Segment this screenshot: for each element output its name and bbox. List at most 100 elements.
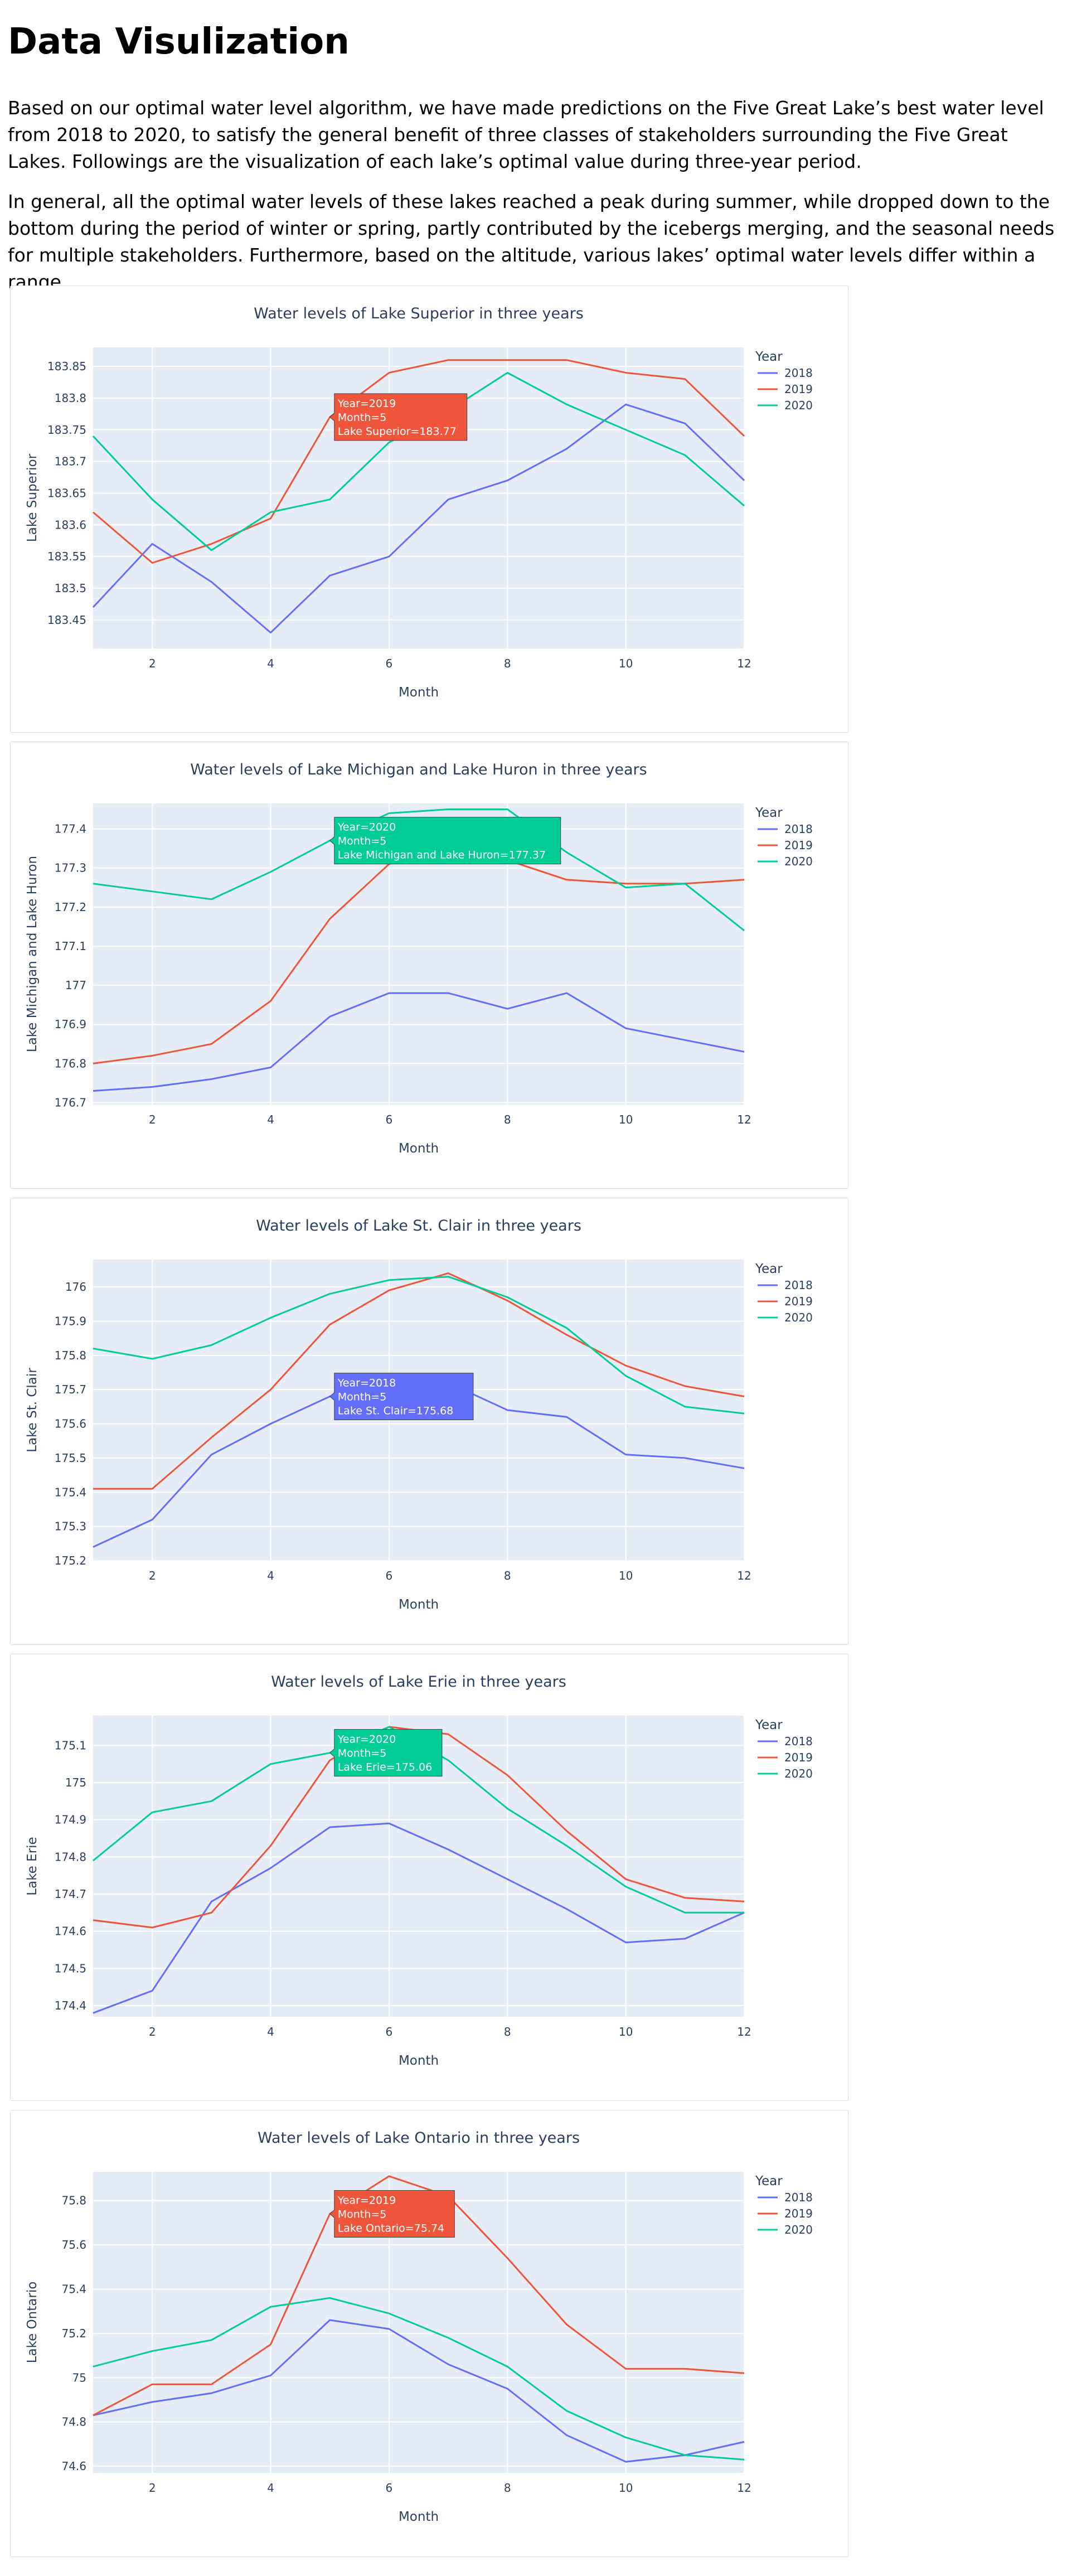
tooltip-line: Year=2018	[337, 1377, 396, 1389]
y-tick-label: 183.5	[55, 582, 86, 595]
y-tick-label: 75.8	[61, 2194, 86, 2207]
x-tick-label: 2	[149, 2025, 156, 2038]
y-tick-label: 174.4	[55, 1999, 86, 2012]
x-tick-label: 4	[267, 2025, 274, 2038]
y-tick-label: 74.8	[61, 2415, 86, 2429]
chart-title: Water levels of Lake Ontario in three ye…	[258, 2129, 580, 2147]
legend-label: 2020	[784, 1767, 813, 1780]
x-tick-label: 4	[267, 1113, 274, 1126]
x-tick-label: 2	[149, 1569, 156, 1582]
x-tick-label: 4	[267, 2481, 274, 2495]
y-tick-label: 175.5	[55, 1451, 86, 1465]
y-tick-label: 177.3	[55, 861, 86, 875]
legend-item-2019[interactable]: 2019	[758, 382, 813, 396]
x-axis-label: Month	[399, 1597, 439, 1612]
legend-label: 2018	[784, 822, 813, 836]
x-tick-label: 12	[737, 1113, 751, 1126]
y-tick-label: 176.9	[55, 1018, 86, 1031]
legend-item-2020[interactable]: 2020	[758, 1767, 813, 1780]
legend-item-2018[interactable]: 2018	[758, 366, 813, 380]
chart-lake-ontario[interactable]: 2 4 6 8 10 12 74.6 74.8 75 75.2 75.4 75.6 75.8 Water …	[10, 2110, 848, 2557]
legend-item-2019[interactable]: 2019	[758, 839, 813, 852]
chart-lake-st-clair[interactable]: 2 4 6 8 10 12 175.2 175.3 175.4 175.5 175.6 175.7 17…	[10, 1198, 848, 1645]
x-tick-label: 8	[504, 2481, 511, 2495]
legend-item-2019[interactable]: 2019	[758, 1751, 813, 1764]
x-tick-label: 6	[386, 1113, 393, 1126]
legend-label: 2019	[784, 1751, 813, 1764]
y-tick-label: 174.5	[55, 1962, 86, 1975]
chart-lake-superior[interactable]: 2 4 6 8 10 12 183.45 183.5 183.55 183.6 183.65 183.…	[10, 285, 848, 733]
legend-item-2020[interactable]: 2020	[758, 1311, 813, 1324]
legend-item-2020[interactable]: 2020	[758, 855, 813, 868]
y-tick-label: 177.4	[55, 822, 86, 836]
y-tick-label: 74.6	[61, 2459, 86, 2473]
y-tick-label: 183.65	[47, 486, 86, 500]
x-tick-label: 4	[267, 1569, 274, 1582]
chart-lake-erie[interactable]: 2 4 6 8 10 12 174.4 174.5 174.6 174.7 174.8 174.9 17…	[10, 1654, 848, 2101]
legend-title: Year	[755, 350, 783, 364]
legend-item-2019[interactable]: 2019	[758, 1295, 813, 1308]
y-tick-label: 183.75	[47, 423, 86, 437]
y-axis-label: Lake Superior	[25, 453, 40, 542]
intro-paragraph: Based on our optimal water level algorit…	[8, 97, 1044, 172]
x-tick-label: 10	[619, 657, 633, 670]
series-line-2020[interactable]	[93, 808, 745, 932]
y-tick-label: 176	[65, 1280, 86, 1294]
legend-item-2019[interactable]: 2019	[758, 2207, 813, 2220]
line-chart: 2 4 6 8 10 12 183.45 183.5 183.55 183.6 183.65 183.…	[25, 305, 813, 700]
line-chart: 2 4 6 8 10 12 175.2 175.3 175.4 175.5 175.6 175.7 17…	[25, 1217, 813, 1612]
series-line-2020[interactable]	[93, 1276, 745, 1415]
legend-item-2018[interactable]: 2018	[758, 1279, 813, 1292]
legend-item-2018[interactable]: 2018	[758, 822, 813, 836]
legend-item-2020[interactable]: 2020	[758, 399, 813, 412]
x-tick-label: 2	[149, 1113, 156, 1126]
y-axis-label: Lake Erie	[25, 1837, 40, 1895]
x-tick-label: 6	[386, 2025, 393, 2038]
legend-label: 2020	[784, 399, 813, 412]
y-tick-label: 176.7	[55, 1096, 86, 1109]
line-chart: 2 4 6 8 10 12 174.4 174.5 174.6 174.7 174.8 174.9 17…	[25, 1673, 813, 2068]
legend-title: Year	[755, 806, 783, 820]
series-line-2018[interactable]	[93, 1822, 745, 2014]
y-tick-label: 75.2	[61, 2327, 86, 2340]
y-axis-label: Lake Ontario	[25, 2282, 40, 2364]
legend-item-2020[interactable]: 2020	[758, 2223, 813, 2236]
tooltip-line: Lake Michigan and Lake Huron=177.37	[338, 849, 546, 861]
series-line-2018[interactable]	[93, 2319, 745, 2463]
y-tick-label: 183.55	[47, 550, 86, 563]
y-tick-label: 174.9	[55, 1813, 86, 1827]
y-tick-label: 177.2	[55, 900, 86, 914]
y-tick-label: 75.6	[61, 2238, 86, 2251]
x-tick-label: 12	[737, 2025, 751, 2038]
y-tick-label: 75	[72, 2371, 86, 2384]
tooltip-line: Lake Ontario=75.74	[338, 2222, 444, 2234]
legend-label: 2019	[784, 2207, 813, 2220]
y-tick-label: 174.6	[55, 1925, 86, 1938]
legend-label: 2019	[784, 1295, 813, 1308]
x-tick-label: 8	[504, 2025, 511, 2038]
y-axis-label: Lake St. Clair	[25, 1368, 40, 1452]
chart-lake-michigan-huron[interactable]: 2 4 6 8 10 12 176.7 176.8 176.9 177 177.1 177.2 177.…	[10, 742, 848, 1189]
legend-item-2018[interactable]: 2018	[758, 1735, 813, 1748]
series-line-2020[interactable]	[93, 2297, 745, 2461]
tooltip-line: Year=2020	[337, 821, 396, 834]
series-line-2019[interactable]	[93, 2175, 745, 2417]
tooltip-line: Month=5	[338, 2208, 387, 2220]
series-line-2018[interactable]	[92, 403, 745, 634]
legend-item-2018[interactable]: 2018	[758, 2191, 813, 2204]
y-tick-label: 175.7	[55, 1383, 86, 1396]
tooltip-line: Month=5	[338, 1391, 387, 1403]
x-axis-label: Month	[399, 2054, 439, 2068]
y-tick-label: 177.1	[55, 940, 86, 953]
series-line-2019[interactable]	[93, 1272, 745, 1490]
chart-title: Water levels of Lake St. Clair in three …	[256, 1217, 581, 1234]
series-line-2018[interactable]	[93, 992, 745, 1092]
tooltip-line: Month=5	[338, 411, 387, 424]
x-tick-label: 10	[619, 2025, 633, 2038]
series-line-2019[interactable]	[93, 359, 745, 564]
